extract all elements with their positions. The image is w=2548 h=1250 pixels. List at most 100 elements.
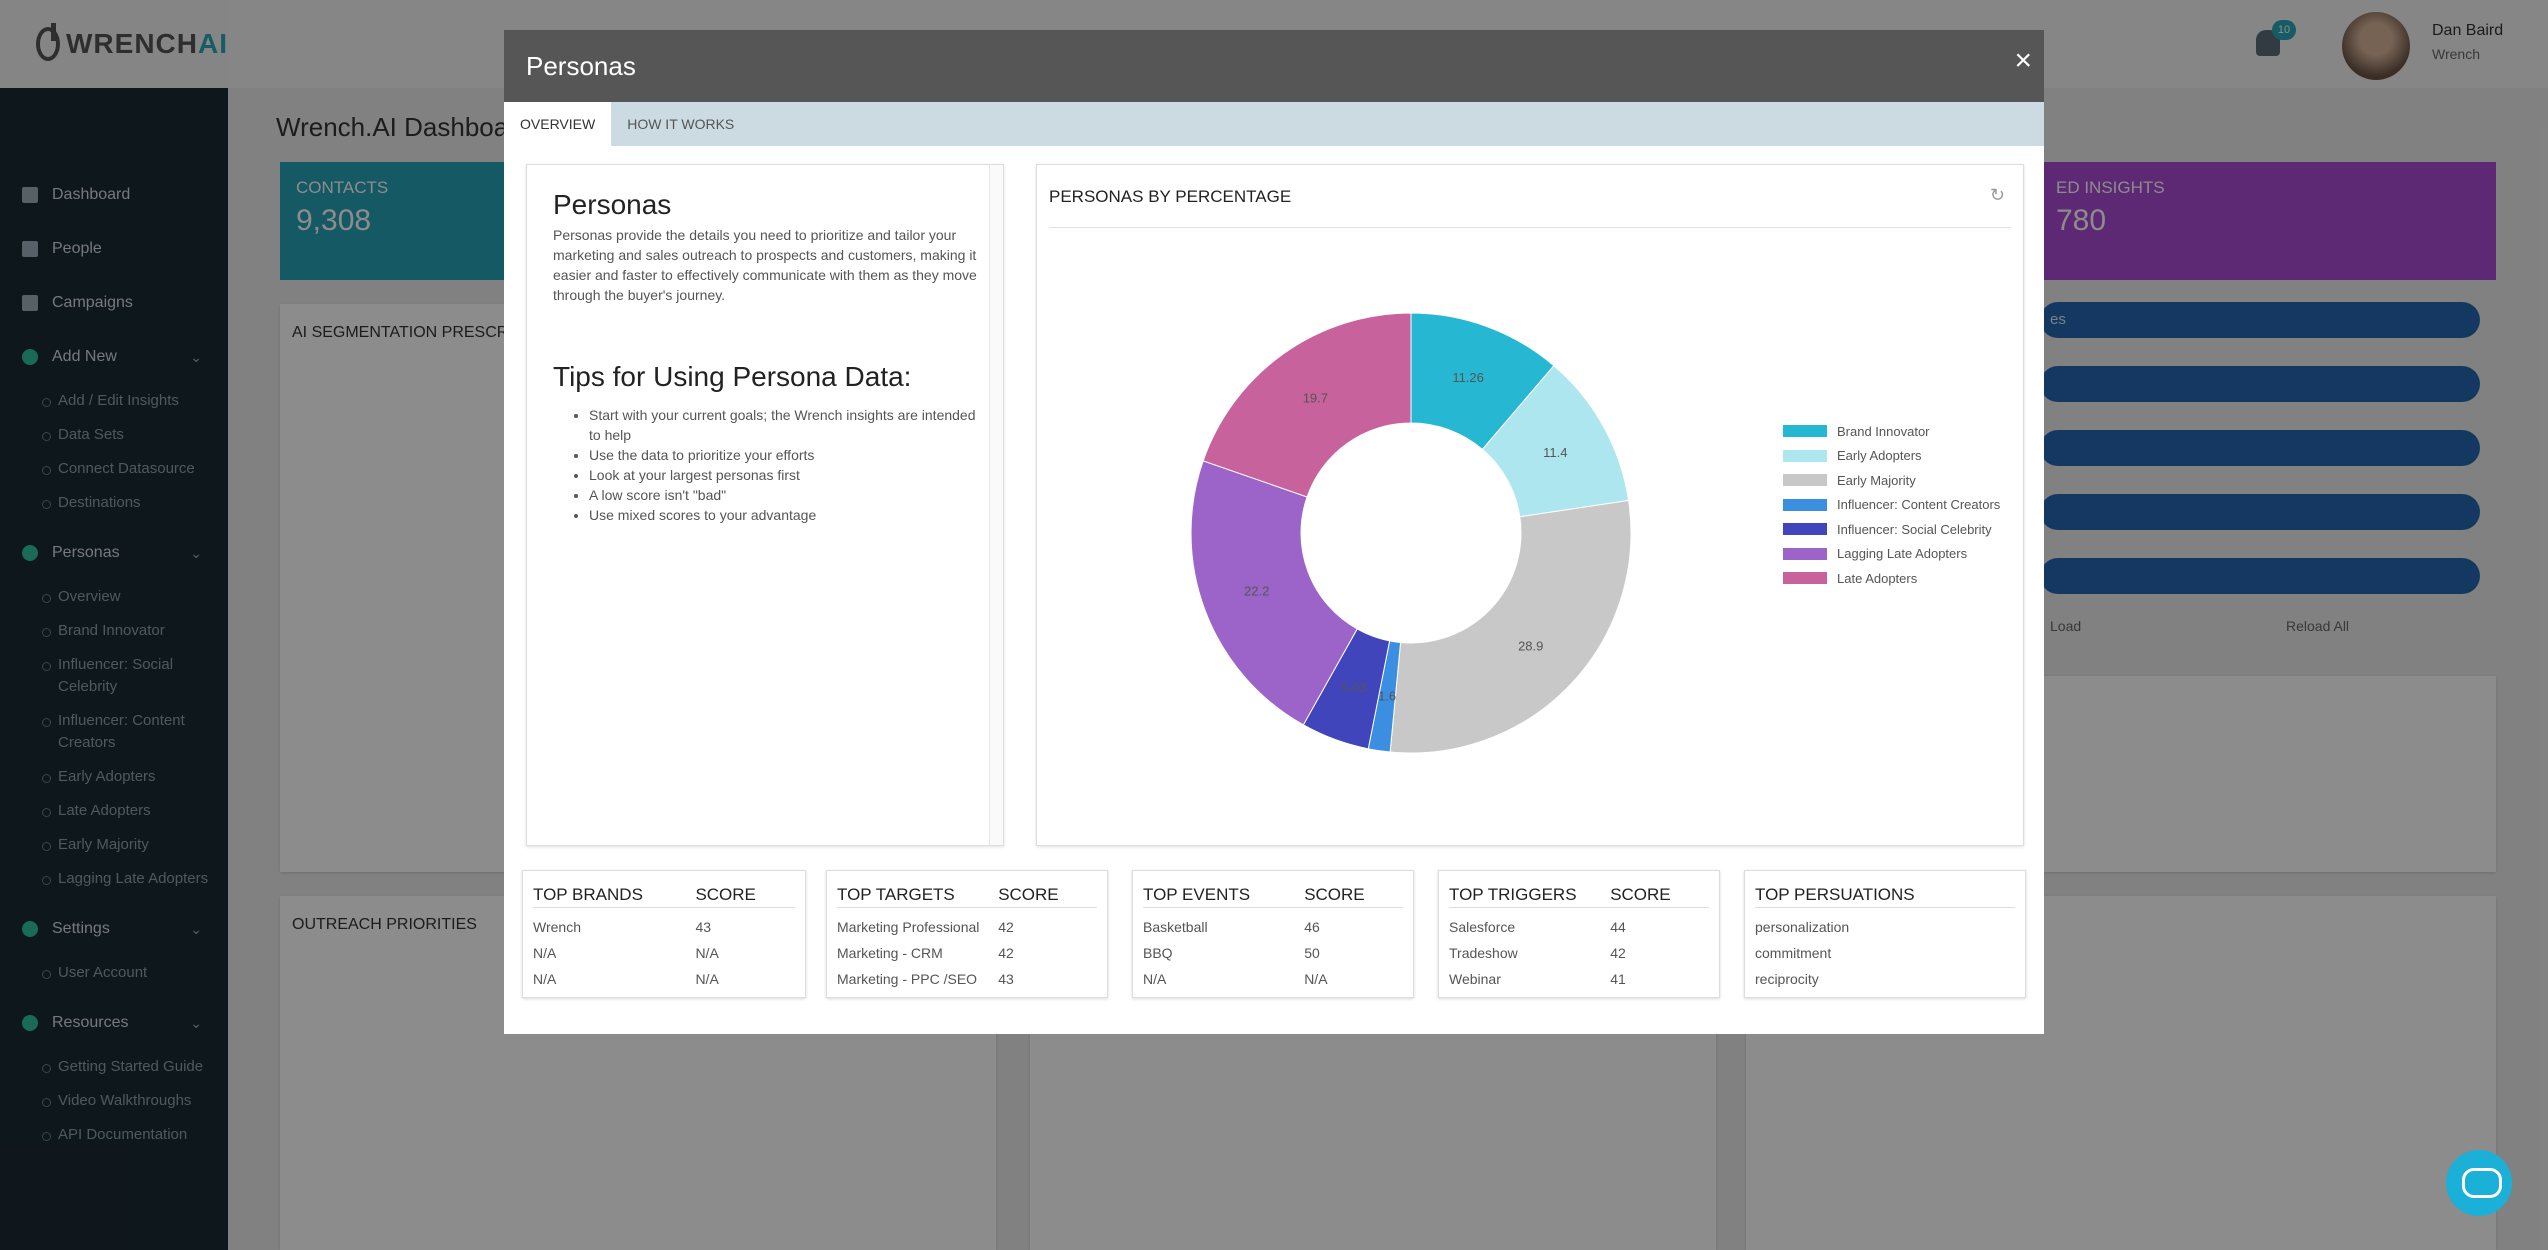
segment-pill[interactable] bbox=[2040, 430, 2480, 466]
sidebar-sub-overview[interactable]: Overview bbox=[0, 586, 228, 608]
intro-text: Personas provide the details you need to… bbox=[553, 227, 977, 303]
notification-badge: 10 bbox=[2272, 20, 2296, 40]
reload-all-link[interactable]: Reload All bbox=[2286, 618, 2350, 634]
scrollbar[interactable] bbox=[989, 165, 1003, 845]
legend-label: Influencer: Social Celebrity bbox=[1837, 521, 1992, 537]
insights-card[interactable]: ED INSIGHTS 780 bbox=[2040, 162, 2496, 280]
sidebar-item-resources[interactable]: Resources ⌄ bbox=[0, 996, 228, 1050]
card-header-label: TOP TRIGGERS bbox=[1449, 885, 1577, 904]
pie-slice[interactable] bbox=[1202, 312, 1412, 498]
sidebar-sub-connect-datasource[interactable]: Connect Datasource bbox=[0, 458, 228, 480]
list-item: Webinar 41 bbox=[1449, 966, 1709, 992]
resources-icon bbox=[22, 1015, 38, 1031]
list-item: Wrench 43 bbox=[533, 914, 795, 940]
legend-swatch bbox=[1783, 449, 1827, 462]
refresh-icon[interactable]: ↻ bbox=[1989, 185, 2005, 205]
sidebar-item-people[interactable]: People bbox=[0, 222, 228, 276]
tab-overview[interactable]: OVERVIEW bbox=[504, 102, 612, 146]
divider bbox=[1049, 227, 2011, 228]
legend-item[interactable]: Early Adopters bbox=[1783, 444, 2000, 469]
pie-slice[interactable] bbox=[1389, 499, 1632, 754]
list-item: Salesforce 44 bbox=[1449, 914, 1709, 940]
sidebar-sub-data-sets[interactable]: Data Sets bbox=[0, 424, 228, 446]
sidebar-item-campaigns[interactable]: Campaigns bbox=[0, 276, 228, 330]
chevron-down-icon: ⌄ bbox=[190, 1014, 202, 1031]
legend-item[interactable]: Lagging Late Adopters bbox=[1783, 542, 2000, 567]
legend-item[interactable]: Late Adopters bbox=[1783, 566, 2000, 591]
modal-header: Personas bbox=[504, 30, 2044, 102]
sidebar-item-label: Add New bbox=[52, 348, 117, 365]
item-score: N/A bbox=[695, 971, 719, 987]
insights-value: 780 bbox=[2056, 204, 2107, 237]
legend-swatch bbox=[1783, 498, 1827, 511]
slice-label: 1.6 bbox=[1378, 688, 1396, 703]
sidebar-sub-api-documentation[interactable]: API Documentation bbox=[0, 1124, 228, 1146]
personas-modal: Personas × OVERVIEW HOW IT WORKS Persona… bbox=[504, 30, 2044, 1034]
avatar[interactable] bbox=[2342, 12, 2410, 80]
chevron-down-icon: ⌄ bbox=[190, 920, 202, 937]
list-item: Marketing - PPC /SEO 43 bbox=[837, 966, 1097, 992]
modal-tabs: OVERVIEW HOW IT WORKS bbox=[504, 102, 2044, 146]
top-list-card: TOP BRANDS SCORE Wrench 43 N/A N/A N/A N/A bbox=[522, 870, 806, 998]
chat-icon[interactable] bbox=[2446, 1150, 2512, 1216]
slice-label: 11.26 bbox=[1452, 370, 1484, 385]
chart-legend: Brand Innovator Early Adopters Early Major… bbox=[1783, 419, 2000, 591]
item-name: BBQ bbox=[1143, 945, 1173, 961]
sidebar-sub-add-edit-insights[interactable]: Add / Edit Insights bbox=[0, 390, 228, 412]
sidebar-item-settings[interactable]: Settings ⌄ bbox=[0, 902, 228, 956]
legend-label: Late Adopters bbox=[1837, 570, 1918, 586]
item-score: 50 bbox=[1304, 945, 1320, 961]
item-score: 43 bbox=[998, 971, 1014, 987]
segment-pill[interactable]: es bbox=[2040, 302, 2480, 338]
legend-item[interactable]: Early Majority bbox=[1783, 468, 2000, 493]
legend-item[interactable]: Brand Innovator bbox=[1783, 419, 2000, 444]
legend-item[interactable]: Influencer: Content Creators bbox=[1783, 493, 2000, 518]
segment-pill[interactable] bbox=[2040, 558, 2480, 594]
load-link[interactable]: Load bbox=[2050, 618, 2082, 634]
item-score: 42 bbox=[998, 945, 1014, 961]
tip-item: Use the data to prioritize your efforts bbox=[589, 445, 977, 465]
sidebar-sub-early-majority[interactable]: Early Majority bbox=[0, 834, 228, 856]
page-title: Wrench.AI Dashboard bbox=[276, 112, 532, 142]
sidebar-item-personas[interactable]: Personas ⌄ bbox=[0, 526, 228, 580]
persuasion-text-panel bbox=[1030, 1000, 1716, 1250]
tab-how-it-works[interactable]: HOW IT WORKS bbox=[627, 116, 735, 132]
item-score: 43 bbox=[695, 919, 712, 935]
segment-pill[interactable] bbox=[2040, 494, 2480, 530]
sidebar-sub-lagging-late-adopters[interactable]: Lagging Late Adopters bbox=[0, 868, 228, 890]
card-header: TOP TARGETS SCORE bbox=[837, 885, 1097, 908]
sidebar-sub-getting-started[interactable]: Getting Started Guide bbox=[0, 1056, 228, 1078]
slice-label: 11.4 bbox=[1543, 445, 1567, 460]
legend-item[interactable]: Influencer: Social Celebrity bbox=[1783, 517, 2000, 542]
sidebar-sub-social-celebrity[interactable]: Influencer: Social Celebrity bbox=[0, 654, 228, 698]
tip-item: Start with your current goals; the Wrenc… bbox=[589, 405, 977, 445]
sidebar-sub-user-account[interactable]: User Account bbox=[0, 962, 228, 984]
tip-item: Use mixed scores to your advantage bbox=[589, 505, 977, 525]
pie-slice[interactable] bbox=[1190, 460, 1358, 726]
logo[interactable]: WRENCHAI bbox=[0, 0, 228, 88]
sidebar-item-dashboard[interactable]: Dashboard bbox=[0, 168, 228, 222]
sidebar-sub-early-adopters[interactable]: Early Adopters bbox=[0, 766, 228, 788]
card-header-score: SCORE bbox=[1610, 885, 1671, 904]
list-item: N/A N/A bbox=[533, 940, 795, 966]
segment-pill[interactable] bbox=[2040, 366, 2480, 402]
sidebar-sub-brand-innovator[interactable]: Brand Innovator bbox=[0, 620, 228, 642]
legend-label: Early Majority bbox=[1837, 472, 1916, 488]
sidebar-item-label: Campaigns bbox=[52, 294, 133, 311]
card-header: TOP PERSUATIONS bbox=[1755, 885, 2015, 908]
close-icon[interactable]: × bbox=[2014, 44, 2032, 77]
sidebar-sub-destinations[interactable]: Destinations bbox=[0, 492, 228, 514]
slice-label: 22.2 bbox=[1244, 584, 1269, 599]
item-name: Webinar bbox=[1449, 971, 1501, 987]
card-header-label: TOP BRANDS bbox=[533, 885, 643, 904]
person-icon bbox=[22, 241, 38, 257]
contacts-card[interactable]: CONTACTS 9,308 bbox=[280, 162, 510, 280]
item-score: 42 bbox=[998, 919, 1014, 935]
sidebar-sub-late-adopters[interactable]: Late Adopters bbox=[0, 800, 228, 822]
top-list-card: TOP PERSUATIONS personalization commitment… bbox=[1744, 870, 2026, 998]
sidebar-sub-content-creators[interactable]: Influencer: Content Creators bbox=[0, 710, 228, 754]
sidebar-item-add-new[interactable]: Add New ⌄ bbox=[0, 330, 228, 384]
sidebar-sub-video-walkthroughs[interactable]: Video Walkthroughs bbox=[0, 1090, 228, 1112]
item-score: 41 bbox=[1610, 971, 1626, 987]
description-panel bbox=[2040, 676, 2496, 872]
